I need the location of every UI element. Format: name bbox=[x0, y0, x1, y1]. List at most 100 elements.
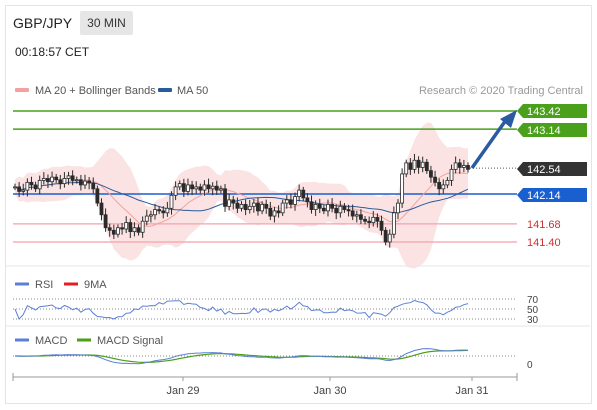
candle bbox=[412, 153, 417, 174]
candle bbox=[17, 182, 22, 197]
candle bbox=[317, 198, 322, 214]
candle bbox=[173, 181, 178, 201]
candle bbox=[87, 177, 92, 190]
candle bbox=[210, 182, 215, 196]
candle bbox=[194, 181, 199, 194]
candle bbox=[235, 197, 240, 214]
candle bbox=[99, 198, 104, 221]
candle bbox=[37, 175, 42, 195]
candle bbox=[346, 204, 351, 217]
x-tick-label-jan31: Jan 31 bbox=[455, 385, 488, 397]
candle bbox=[161, 206, 166, 219]
candle bbox=[338, 200, 343, 218]
legend-label-ma50: MA 50 bbox=[177, 85, 208, 97]
candle bbox=[148, 210, 153, 223]
candle bbox=[433, 170, 437, 187]
candle bbox=[276, 205, 281, 218]
research-credit: Research © 2020 Trading Central bbox=[419, 85, 583, 97]
candle bbox=[408, 158, 413, 175]
candle bbox=[58, 174, 63, 190]
candle bbox=[111, 224, 116, 240]
candle bbox=[457, 158, 462, 174]
legend-swatch-ma50 bbox=[158, 88, 172, 92]
legend-label-macd: MACD bbox=[35, 335, 67, 347]
candle bbox=[350, 204, 355, 221]
candle bbox=[416, 156, 421, 174]
candle bbox=[256, 197, 260, 216]
candle bbox=[251, 199, 256, 213]
candle bbox=[25, 178, 30, 197]
x-tick-label-jan29: Jan 29 bbox=[166, 385, 199, 397]
candle bbox=[280, 199, 285, 217]
svg-text:142.14: 142.14 bbox=[527, 190, 561, 202]
candle bbox=[309, 195, 314, 214]
macd-label-zero: 0 bbox=[527, 360, 533, 371]
candle bbox=[46, 174, 50, 189]
candle bbox=[297, 184, 302, 202]
candle bbox=[321, 205, 326, 215]
candle bbox=[128, 218, 133, 238]
candle bbox=[107, 223, 112, 237]
candle bbox=[219, 185, 223, 194]
candle bbox=[54, 173, 59, 183]
clock-label: 00:18:57 CET bbox=[15, 45, 90, 59]
bollinger-band-area bbox=[15, 122, 468, 269]
candle bbox=[214, 180, 219, 195]
candle bbox=[453, 156, 458, 174]
candle bbox=[424, 158, 429, 174]
candle bbox=[301, 186, 306, 202]
candle bbox=[29, 176, 34, 190]
candle bbox=[247, 199, 252, 214]
price-tag-last: 142.54 bbox=[517, 162, 587, 176]
candle bbox=[404, 159, 409, 178]
candle bbox=[202, 180, 207, 196]
candle bbox=[359, 209, 363, 225]
candle bbox=[293, 192, 297, 211]
price-tag-pivot: 142.14 bbox=[517, 188, 587, 202]
candle bbox=[268, 201, 273, 221]
candle bbox=[231, 195, 236, 210]
candle bbox=[326, 199, 330, 217]
candle bbox=[223, 184, 227, 212]
candle bbox=[379, 215, 384, 236]
legend-label-rsi: RSI bbox=[35, 279, 53, 291]
candle bbox=[181, 178, 186, 197]
candle bbox=[313, 200, 318, 216]
candle bbox=[62, 172, 67, 188]
price-tag-support-2: 141.40 bbox=[527, 237, 561, 249]
candle bbox=[91, 177, 96, 194]
svg-text:143.14: 143.14 bbox=[527, 125, 561, 137]
candle bbox=[466, 162, 470, 173]
price-tag-resistance-2: 143.14 bbox=[517, 123, 587, 137]
chart-frame bbox=[5, 5, 592, 404]
candle bbox=[289, 193, 293, 209]
price-tag-resistance-1: 143.42 bbox=[517, 104, 587, 118]
candle bbox=[198, 183, 203, 194]
candle bbox=[383, 227, 388, 246]
svg-text:143.42: 143.42 bbox=[527, 106, 561, 118]
rsi-label-30: 30 bbox=[527, 315, 539, 326]
candle bbox=[124, 216, 129, 234]
candle bbox=[21, 183, 26, 196]
candle bbox=[429, 165, 433, 183]
candle bbox=[330, 198, 335, 213]
candle bbox=[103, 208, 108, 232]
candle bbox=[50, 171, 54, 187]
candle bbox=[375, 213, 380, 228]
candle bbox=[445, 177, 450, 189]
candle bbox=[437, 178, 442, 196]
candle bbox=[396, 199, 400, 220]
price-tag-support-1: 141.68 bbox=[527, 219, 561, 231]
candle bbox=[342, 203, 347, 213]
candle bbox=[371, 211, 376, 227]
candle bbox=[144, 209, 149, 226]
candle bbox=[169, 191, 174, 215]
legend-label-ma20: MA 20 + Bollinger Bands bbox=[35, 85, 156, 97]
candle bbox=[153, 203, 157, 220]
candle bbox=[13, 183, 17, 191]
legend-label-9ma: 9MA bbox=[84, 279, 107, 291]
legend-swatch-ma20 bbox=[15, 88, 29, 92]
candle bbox=[239, 201, 244, 212]
candle bbox=[264, 199, 269, 214]
timeframe-button[interactable]: 30 MIN bbox=[80, 11, 133, 35]
